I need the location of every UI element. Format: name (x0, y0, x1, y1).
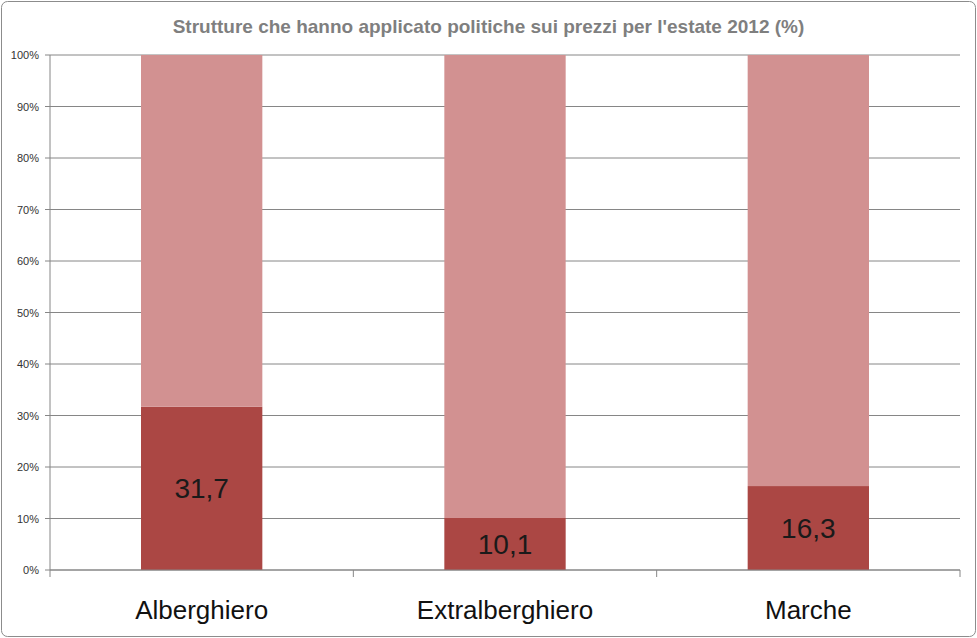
bar (444, 55, 565, 518)
data-labels: 31,7 10,1 16,3 (174, 473, 835, 560)
y-axis (50, 55, 51, 570)
y-tick (45, 467, 50, 468)
y-tick (45, 158, 50, 159)
y-tick-label: 30% (17, 410, 39, 422)
x-tick-label: Alberghiero (135, 595, 268, 625)
y-tick (45, 209, 50, 210)
x-axis-divider (960, 570, 961, 577)
y-tick-label: 40% (17, 358, 39, 370)
y-tick-label: 20% (17, 461, 39, 473)
data-label: 31,7 (174, 473, 229, 504)
y-tick (45, 364, 50, 365)
title: Strutture che hanno applicato politiche … (173, 16, 805, 37)
y-tick-label: 10% (17, 513, 39, 525)
x-axis-divider (50, 570, 51, 577)
y-tick-label: 70% (17, 204, 39, 216)
y-tick-label: 0% (23, 564, 39, 576)
bar (141, 407, 262, 570)
y-tick (45, 106, 50, 107)
data-label: 10,1 (478, 529, 533, 560)
y-tick (45, 312, 50, 313)
chart-frame (2, 2, 976, 637)
bar (444, 518, 565, 570)
y-tick (45, 518, 50, 519)
x-tick-label: Extralberghiero (417, 595, 593, 625)
chart: Strutture che hanno applicato politiche … (0, 0, 977, 638)
y-tick-label: 60% (17, 255, 39, 267)
x-axis-divider (656, 570, 657, 577)
y-tick-label: 100% (11, 49, 39, 61)
x-axis (50, 570, 960, 571)
y-tick (45, 415, 50, 416)
bars (141, 55, 869, 570)
y-tick (45, 55, 50, 56)
data-label: 16,3 (781, 513, 836, 544)
x-tick-label: Marche (765, 595, 852, 625)
bar (748, 486, 869, 570)
y-tick-label: 90% (17, 101, 39, 113)
y-tick (45, 570, 50, 571)
bar (748, 55, 869, 486)
y-tick-label: 80% (17, 152, 39, 164)
y-tick-label: 50% (17, 307, 39, 319)
grid-line (50, 570, 960, 571)
bar (141, 55, 262, 407)
y-tick (45, 261, 50, 262)
x-axis-divider (353, 570, 354, 577)
